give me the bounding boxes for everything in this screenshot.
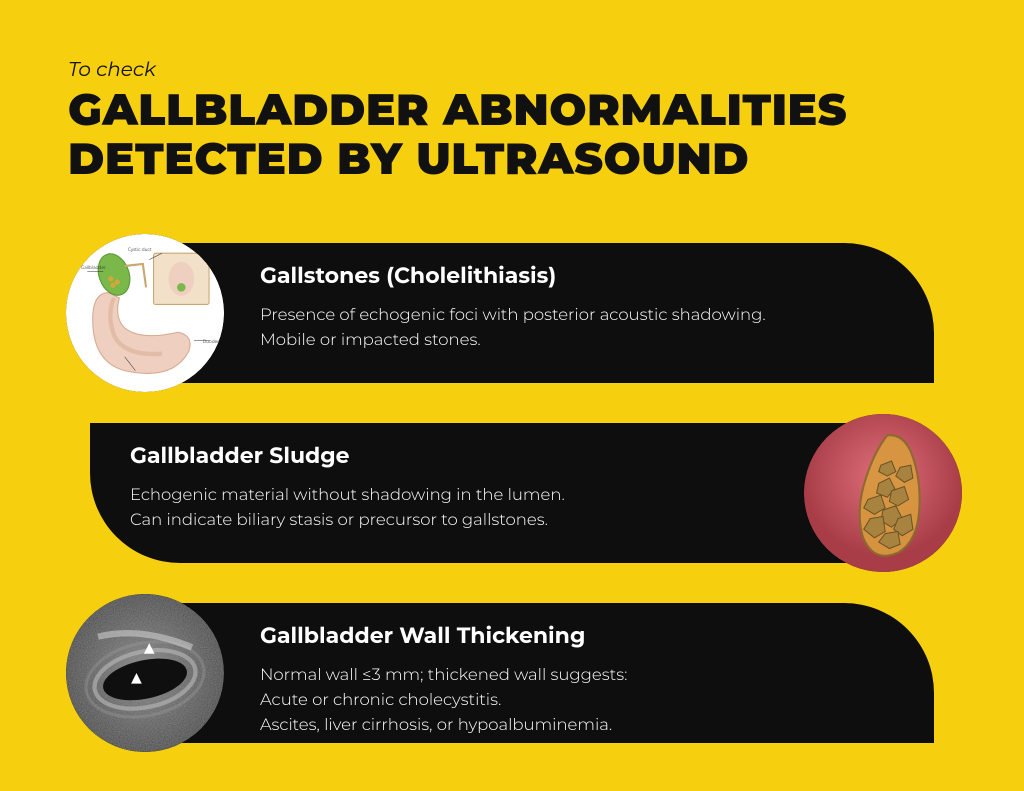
card-title: Gallbladder Sludge (130, 442, 750, 469)
card-wall-thickening: Gallbladder Wall Thickening Normal wall … (0, 598, 1024, 748)
card-description: Echogenic material without shadowing in … (130, 483, 750, 533)
title-line-1: GALLBLADDER ABNORMALITIES (68, 83, 847, 137)
card-image-circle (804, 414, 962, 572)
title-line-2: DETECTED BY ULTRASOUND (68, 132, 749, 186)
ultrasound-scan-icon (66, 594, 224, 752)
header: To check GALLBLADDER ABNORMALITIES DETEC… (68, 58, 847, 185)
card-description: Normal wall ≤3 mm; thickened wall sugges… (260, 663, 880, 737)
card-title: Gallbladder Wall Thickening (260, 622, 880, 649)
card-gallstones: Gallbladder Cystic duct Duodenum Gallsto… (0, 238, 1024, 388)
card-text: Gallbladder Wall Thickening Normal wall … (260, 622, 880, 737)
cards-container: Gallbladder Cystic duct Duodenum Gallsto… (0, 238, 1024, 778)
card-image-circle (66, 594, 224, 752)
sludge-render-icon (804, 414, 962, 572)
card-description: Presence of echogenic foci with posterio… (260, 303, 880, 353)
card-sludge: Gallbladder Sludge Echogenic material wi… (0, 418, 1024, 568)
svg-text:Cystic duct: Cystic duct (128, 248, 152, 253)
svg-text:Duodenum: Duodenum (203, 340, 224, 345)
svg-text:Gallbladder: Gallbladder (81, 266, 106, 271)
card-text: Gallbladder Sludge Echogenic material wi… (130, 442, 750, 533)
page-title: GALLBLADDER ABNORMALITIES DETECTED BY UL… (68, 86, 847, 185)
subheading: To check (68, 58, 847, 82)
card-image-circle: Gallbladder Cystic duct Duodenum (66, 234, 224, 392)
card-title: Gallstones (Cholelithiasis) (260, 262, 880, 289)
card-text: Gallstones (Cholelithiasis) Presence of … (260, 262, 880, 353)
anatomy-diagram-icon: Gallbladder Cystic duct Duodenum (66, 234, 224, 392)
